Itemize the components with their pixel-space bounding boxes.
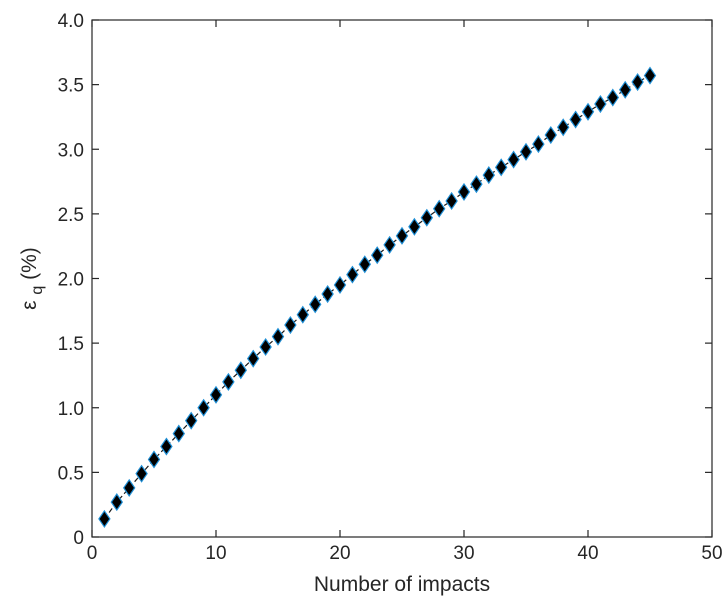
data-point-marker	[135, 464, 148, 483]
data-point-marker	[507, 150, 520, 169]
y-tick-label: 3.5	[58, 76, 84, 97]
data-point-marker	[569, 110, 582, 129]
data-point-marker	[606, 88, 620, 107]
data-point-marker	[172, 424, 186, 443]
data-point-marker	[532, 135, 545, 154]
markers-layer	[98, 66, 657, 528]
data-point-marker	[209, 385, 223, 404]
y-tick-label: 1.5	[58, 334, 84, 355]
data-point-marker	[284, 315, 297, 335]
data-point-marker	[544, 125, 558, 145]
data-point-marker	[643, 66, 657, 85]
data-point-marker	[494, 158, 508, 177]
y-tick-label: 2.0	[58, 270, 84, 291]
data-point-marker	[457, 182, 471, 201]
y-tick-label: 0	[73, 528, 84, 549]
x-axis-label: Number of impacts	[314, 573, 490, 596]
x-tick-label: 0	[87, 543, 98, 564]
data-point-marker	[631, 72, 644, 92]
y-axis-label-subscript: q	[29, 286, 46, 295]
data-point-marker	[259, 337, 272, 357]
data-point-marker	[98, 509, 111, 528]
data-point-marker	[246, 349, 260, 368]
plot-area	[92, 20, 712, 537]
data-point-marker	[519, 142, 533, 161]
data-point-marker	[296, 305, 310, 324]
x-tick-label: 50	[701, 543, 722, 564]
data-point-marker	[556, 118, 570, 137]
data-point-marker	[184, 411, 198, 430]
data-point-marker	[408, 217, 421, 236]
y-axis-label: ε q (%)	[18, 247, 47, 310]
data-point-marker	[432, 199, 446, 218]
x-tick-label: 10	[205, 543, 226, 564]
data-point-marker	[197, 398, 210, 417]
data-point-marker	[395, 226, 409, 245]
data-point-marker	[110, 493, 124, 512]
y-axis-label-symbol: ε	[18, 300, 41, 309]
data-point-marker	[321, 284, 334, 304]
data-point-marker	[271, 327, 285, 346]
y-tick-label: 2.5	[58, 205, 84, 226]
data-point-marker	[308, 295, 322, 314]
data-point-marker	[420, 208, 434, 227]
data-point-marker	[594, 94, 607, 114]
y-tick-label: 3.0	[58, 140, 84, 161]
data-point-marker	[370, 246, 384, 265]
x-tick-label: 40	[577, 543, 598, 564]
y-tick-label: 4.0	[58, 11, 84, 32]
y-tick-label: 1.0	[58, 399, 84, 420]
data-point-marker	[346, 265, 359, 284]
data-point-marker	[234, 361, 248, 380]
data-point-marker	[147, 450, 161, 469]
data-point-marker	[470, 175, 483, 194]
data-point-marker	[122, 478, 136, 497]
y-tick-label: 0.5	[58, 463, 84, 484]
x-tick-label: 20	[329, 543, 350, 564]
data-point-marker	[333, 275, 347, 295]
x-tick-label: 30	[453, 543, 474, 564]
data-point-marker	[618, 80, 632, 99]
ticks-layer: 0 10 20 30 40 50 0 0.5 1.0 1.5 2.0 2.5 3.0 3.5 4.0	[58, 11, 723, 564]
data-point-marker	[581, 102, 595, 121]
y-axis-label-unit: (%)	[18, 247, 41, 280]
data-point-marker	[222, 372, 235, 391]
data-point-marker	[383, 235, 396, 254]
data-point-marker	[482, 166, 496, 185]
data-point-marker	[445, 191, 458, 211]
data-point-marker	[358, 255, 372, 274]
data-point-marker	[160, 437, 173, 456]
